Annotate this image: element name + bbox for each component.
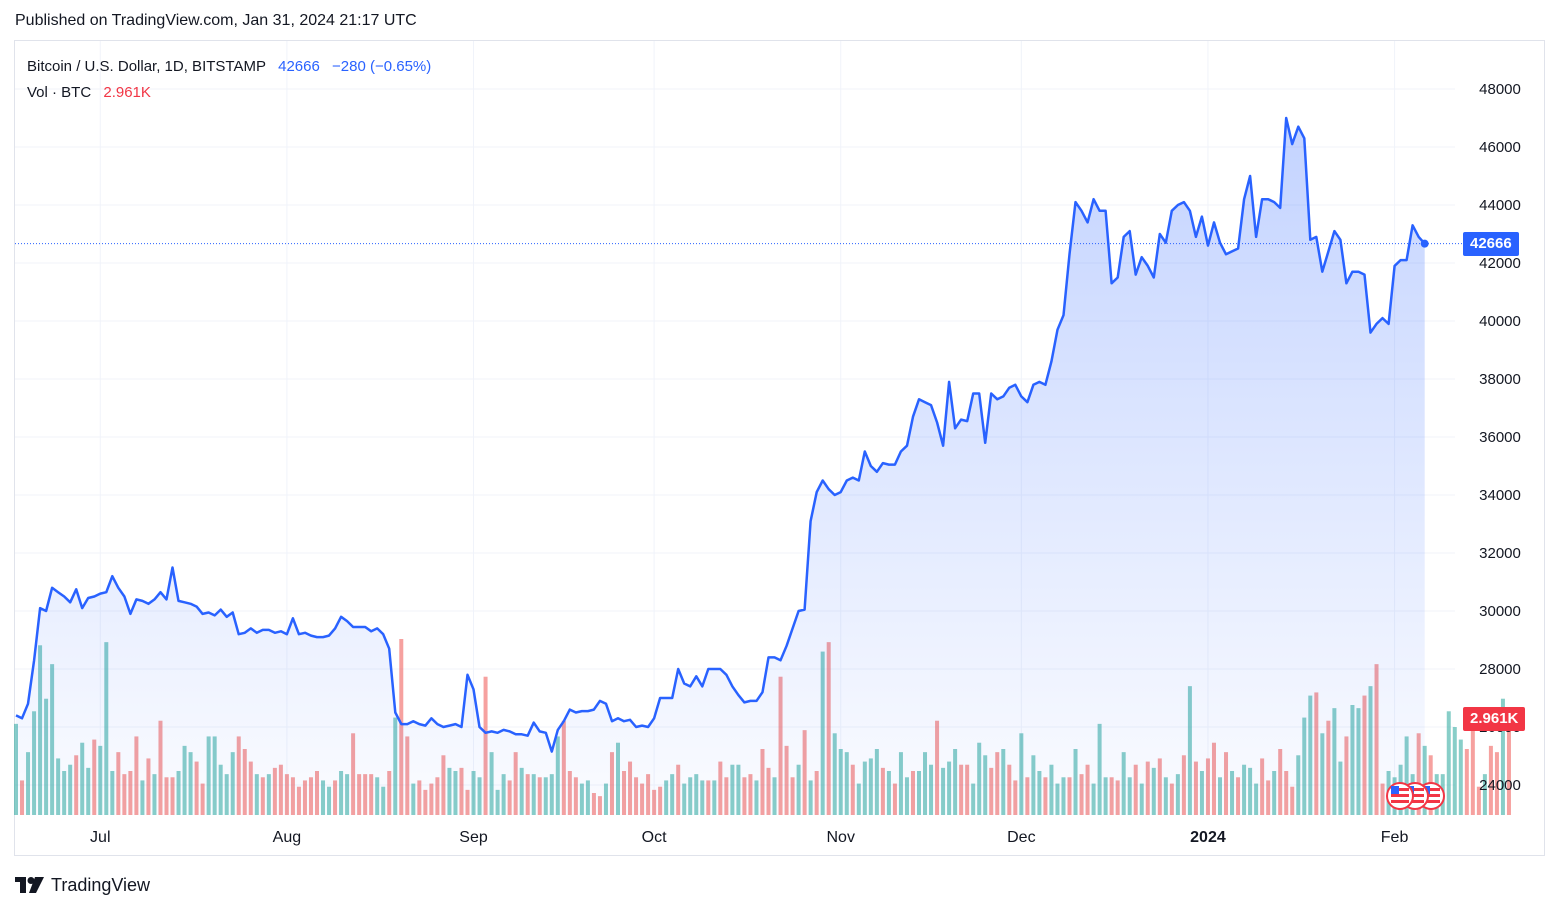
- volume-bar: [1464, 749, 1469, 815]
- y-tick-label: 32000: [1479, 545, 1521, 562]
- y-tick-label: 38000: [1479, 371, 1521, 388]
- chart-legend: Bitcoin / U.S. Dollar, 1D, BITSTAMP 4266…: [27, 54, 435, 106]
- y-tick-label: 34000: [1479, 487, 1521, 504]
- volume-bar: [1482, 774, 1487, 815]
- legend-symbol: Bitcoin / U.S. Dollar, 1D, BITSTAMP: [27, 58, 266, 75]
- time-axis: Jul Aug Sep Oct Nov Dec 2024 Feb: [90, 829, 1408, 846]
- footer: TradingView: [15, 872, 150, 898]
- tradingview-logo-icon[interactable]: [15, 877, 45, 893]
- y-tick-label: 48000: [1479, 81, 1521, 98]
- x-tick-label: Aug: [273, 829, 301, 846]
- economic-events: [1386, 782, 1445, 810]
- x-tick-label: Oct: [642, 829, 667, 846]
- x-tick-label: Sep: [459, 829, 488, 846]
- volume-bar: [1446, 711, 1451, 815]
- legend-last: 42666: [278, 58, 320, 75]
- price-line: [15, 116, 1426, 753]
- y-tick-label: 24000: [1479, 777, 1521, 794]
- legend-price-row: Bitcoin / U.S. Dollar, 1D, BITSTAMP 4266…: [27, 54, 435, 80]
- x-tick-label: Jul: [90, 829, 110, 846]
- legend-volume-row: Vol · BTC 2.961K: [27, 80, 435, 106]
- y-tick-label: 28000: [1479, 661, 1521, 678]
- legend-change: −280 (−0.65%): [332, 58, 432, 75]
- volume-bar: [1494, 752, 1499, 815]
- legend-vol-value: 2.961K: [103, 84, 151, 101]
- chart-frame[interactable]: [14, 40, 1545, 856]
- volume-bar: [1500, 698, 1505, 815]
- x-tick-label: Dec: [1007, 829, 1035, 846]
- last-price-dot: [1420, 239, 1429, 248]
- volume-bar: [1452, 727, 1457, 815]
- y-tick-label: 30000: [1479, 603, 1521, 620]
- volume-bar: [1476, 786, 1481, 815]
- y-tick-label: 44000: [1479, 197, 1521, 214]
- legend-vol-label: Vol · BTC: [27, 84, 92, 101]
- x-tick-label: 2024: [1190, 829, 1226, 846]
- price-area-fill: [16, 118, 1425, 815]
- event-flag-icon[interactable]: [1386, 782, 1414, 810]
- y-tick-label: 42000: [1479, 255, 1521, 272]
- price-axis: 2400026000280003000032000340003600038000…: [1479, 81, 1521, 794]
- footer-brand: TradingView: [51, 874, 151, 895]
- published-caption: Published on TradingView.com, Jan 31, 20…: [15, 12, 417, 29]
- volume-bar: [1488, 745, 1493, 815]
- x-tick-label: Nov: [827, 829, 855, 846]
- price-badge: 42666: [1463, 232, 1519, 256]
- volume-badge: 2.961K: [1463, 707, 1526, 731]
- volume-bar: [1506, 721, 1511, 815]
- volume-bar: [1470, 720, 1475, 815]
- y-tick-label: 36000: [1479, 429, 1521, 446]
- volume-bar: [1458, 739, 1463, 815]
- y-tick-label: 40000: [1479, 313, 1521, 330]
- y-tick-label: 46000: [1479, 139, 1521, 156]
- x-tick-label: Feb: [1381, 829, 1409, 846]
